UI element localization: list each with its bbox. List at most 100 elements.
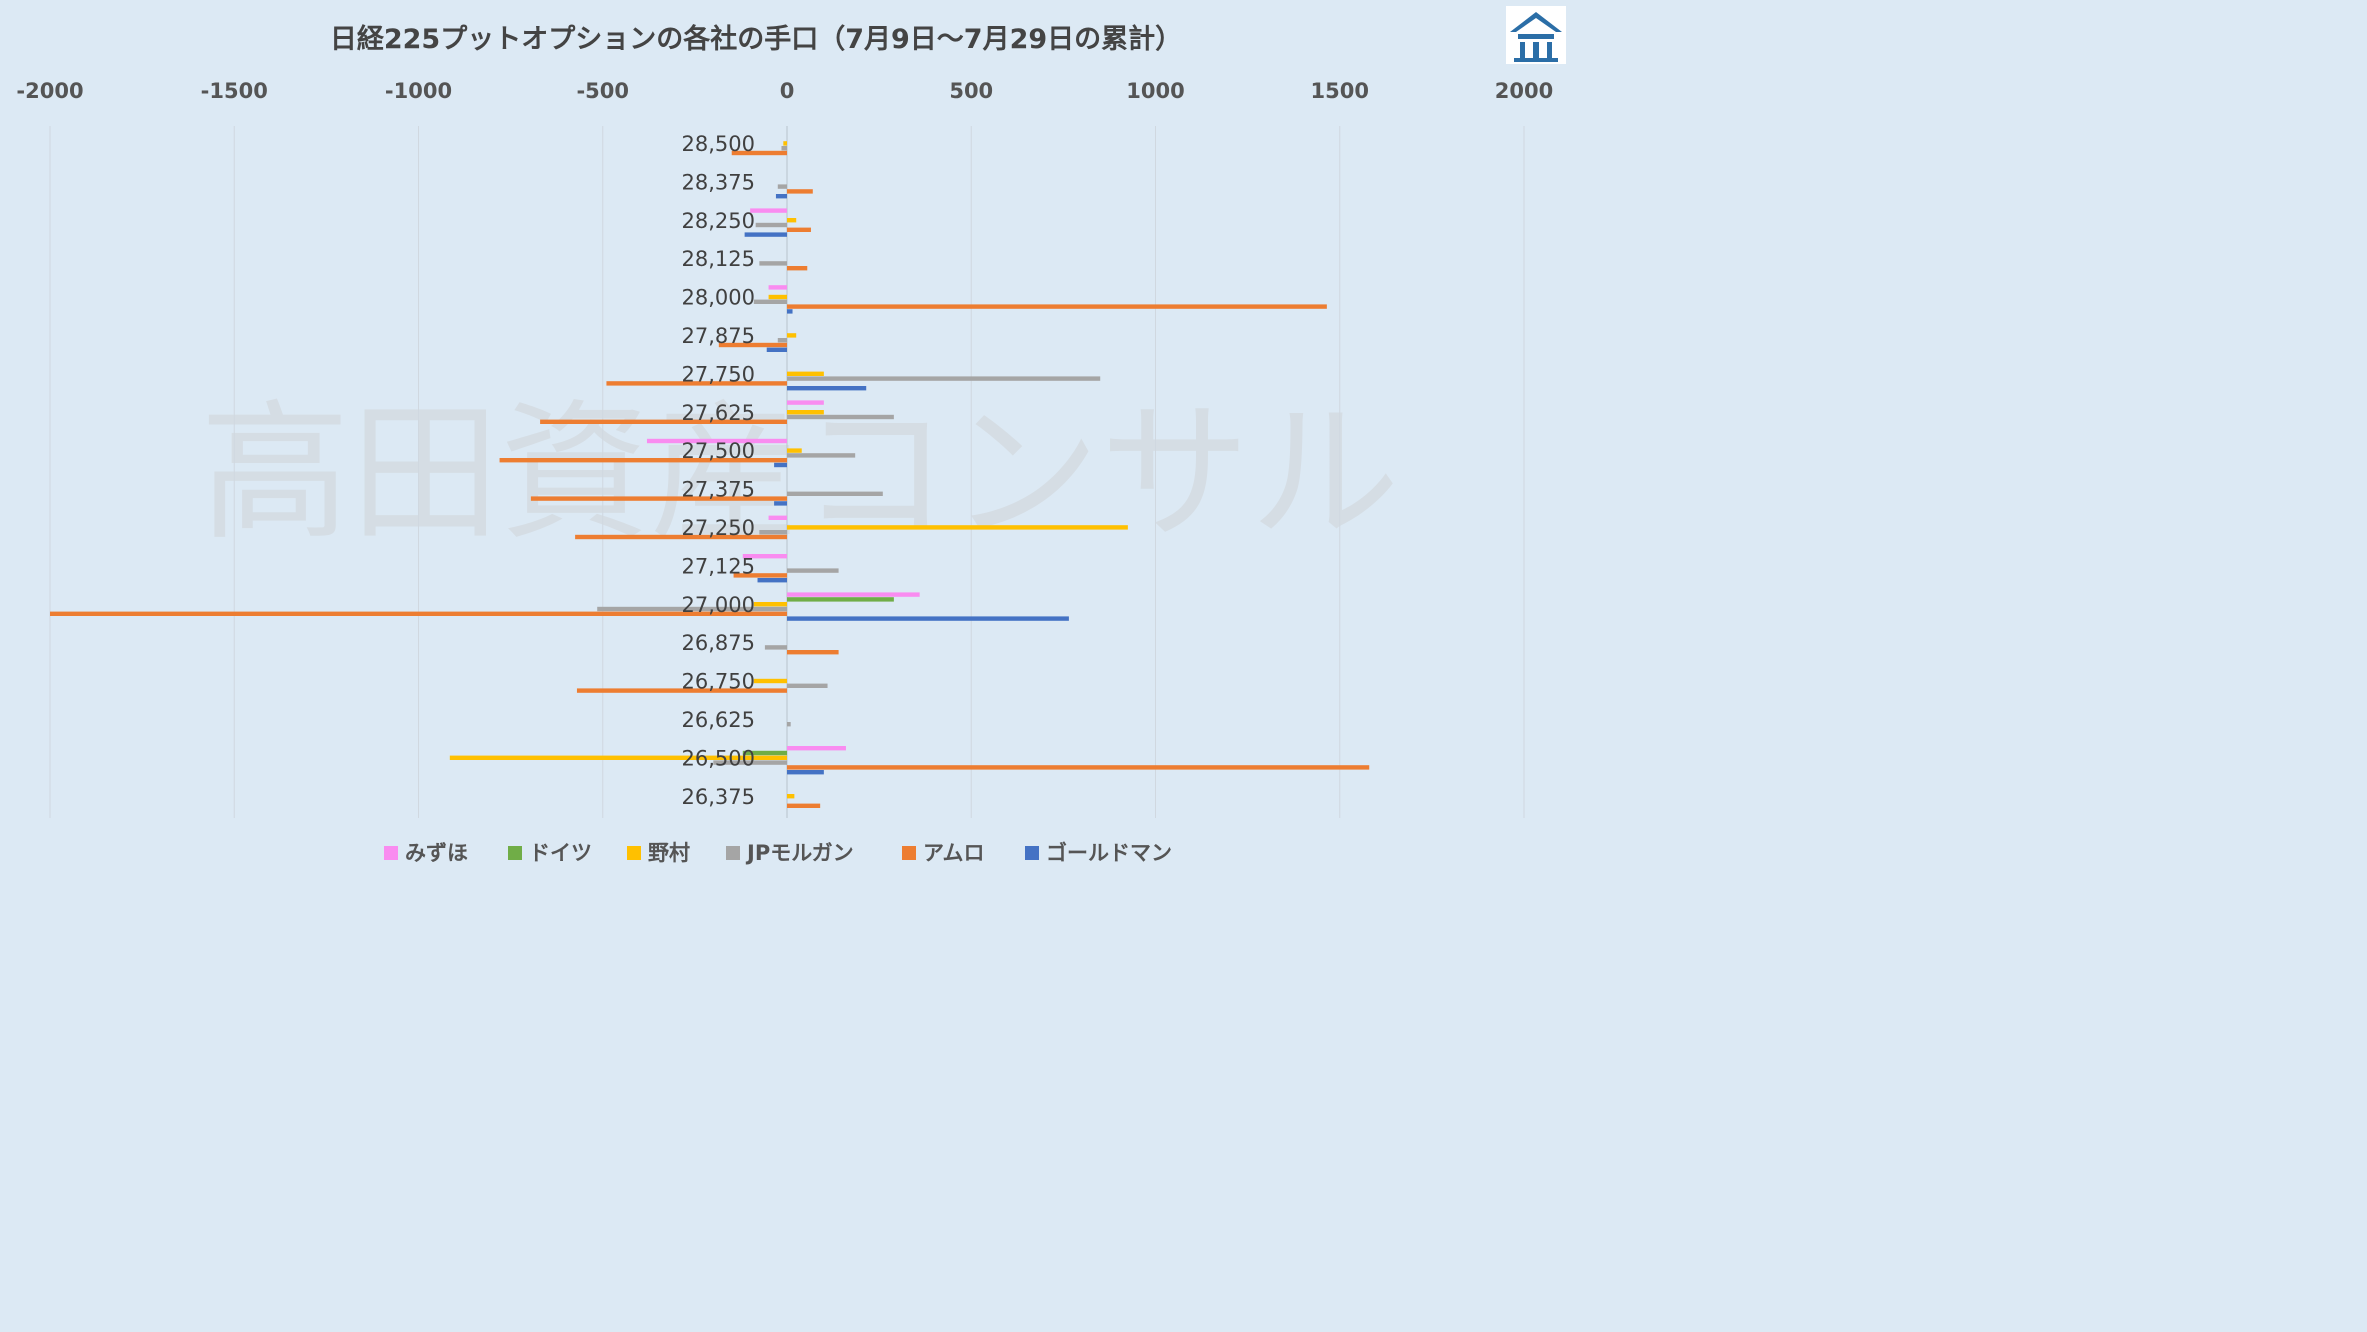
bar xyxy=(774,501,787,506)
legend-label: アムロ xyxy=(923,841,985,865)
bar xyxy=(753,299,787,304)
bar xyxy=(766,347,787,352)
bar xyxy=(777,184,787,189)
category-label: 27,250 xyxy=(682,516,755,540)
bar xyxy=(646,438,787,444)
bar xyxy=(787,453,856,458)
bar xyxy=(759,530,787,535)
bar xyxy=(768,285,787,290)
bar xyxy=(787,746,846,751)
bar xyxy=(787,683,828,688)
bar xyxy=(757,578,787,583)
grid-layer xyxy=(49,126,1525,818)
bar xyxy=(731,150,787,156)
legend-swatch xyxy=(1025,846,1039,860)
bar xyxy=(787,525,1128,530)
x-tick-label: -500 xyxy=(576,79,629,103)
bar xyxy=(787,227,811,232)
bar xyxy=(742,554,787,559)
x-tick-labels: -2000 -1500 -1000 -500 0 500 1000 1500 2000 xyxy=(16,79,1553,103)
category-label: 27,750 xyxy=(682,362,755,386)
bar xyxy=(768,515,787,520)
bar xyxy=(781,146,787,151)
bar xyxy=(787,722,791,727)
bar xyxy=(742,750,787,756)
category-label: 27,500 xyxy=(682,439,755,463)
category-label: 27,375 xyxy=(682,478,755,502)
bar xyxy=(787,304,1327,309)
category-label: 26,875 xyxy=(682,631,755,655)
category-label: 27,625 xyxy=(682,401,755,425)
bar xyxy=(787,803,821,808)
bars-layer xyxy=(50,141,1370,808)
x-tick-label: 2000 xyxy=(1495,79,1553,103)
legend-label: ドイツ xyxy=(529,841,592,865)
bar xyxy=(787,650,839,655)
category-label: 26,625 xyxy=(682,708,755,732)
x-tick-label: 1000 xyxy=(1126,79,1184,103)
legend-label: ゴールドマン xyxy=(1046,841,1172,865)
legend-swatch xyxy=(726,846,740,860)
bar xyxy=(787,448,802,453)
x-tick-label: 500 xyxy=(949,79,993,103)
category-label: 26,750 xyxy=(682,670,755,694)
bar xyxy=(764,645,787,650)
bar xyxy=(787,597,894,602)
bar xyxy=(753,678,787,684)
bar xyxy=(787,491,883,496)
bar xyxy=(575,534,787,540)
bar xyxy=(606,381,787,386)
x-tick-label: -1000 xyxy=(385,79,452,103)
legend-swatch xyxy=(627,846,641,860)
bar xyxy=(787,592,920,597)
bar xyxy=(744,232,787,237)
category-label: 27,875 xyxy=(682,324,755,348)
bar xyxy=(597,606,787,612)
bar xyxy=(787,333,797,338)
bar xyxy=(787,568,839,573)
category-labels: 28,500 28,375 28,250 28,125 28,000 27,875 27,7… xyxy=(682,132,755,809)
x-tick-label: -1500 xyxy=(201,79,268,103)
chart-title: 日経225プットオプションの各社の手口（7月9日～7月29日の累計） xyxy=(330,23,1182,55)
bar xyxy=(713,760,787,765)
legend: みずほ ドイツ 野村 JPモルガン アムロ ゴールドマン xyxy=(384,841,1172,865)
bar xyxy=(787,218,797,223)
category-label: 26,500 xyxy=(682,746,755,770)
temple-logo-icon xyxy=(1506,6,1566,64)
bar xyxy=(787,266,808,271)
category-label: 27,125 xyxy=(682,554,755,578)
bar xyxy=(750,208,787,213)
legend-swatch xyxy=(384,846,398,860)
bar xyxy=(787,309,793,314)
bar xyxy=(774,462,787,468)
bar xyxy=(787,794,795,799)
legend-swatch xyxy=(902,846,916,860)
bar xyxy=(787,765,1370,770)
bar xyxy=(787,371,824,376)
bar xyxy=(733,573,787,578)
x-tick-label: 1500 xyxy=(1311,79,1369,103)
category-label: 28,375 xyxy=(682,170,755,194)
x-tick-label: 0 xyxy=(780,79,795,103)
bar xyxy=(787,410,824,415)
category-label: 28,000 xyxy=(682,286,755,310)
category-label: 27,000 xyxy=(682,593,755,617)
bar xyxy=(787,376,1101,381)
bar xyxy=(718,342,787,348)
bar xyxy=(759,261,787,266)
bar xyxy=(787,770,824,775)
chart-svg: 高田資産コンサル -2000 -1500 -1000 -500 0 500 1000 1500… xyxy=(16,6,1566,865)
chart-container: 高田資産コンサル -2000 -1500 -1000 -500 0 500 1000 1500… xyxy=(0,0,1568,882)
x-tick-label: -2000 xyxy=(16,79,83,103)
bar xyxy=(530,496,787,501)
bar xyxy=(787,414,894,420)
legend-label: JPモルガン xyxy=(745,841,854,865)
bar xyxy=(787,400,824,405)
bar xyxy=(499,458,787,463)
bar xyxy=(540,419,787,424)
legend-label: みずほ xyxy=(405,841,468,865)
bar xyxy=(768,294,787,300)
bar xyxy=(449,755,787,760)
category-label: 28,125 xyxy=(682,247,755,271)
bar xyxy=(576,688,787,693)
